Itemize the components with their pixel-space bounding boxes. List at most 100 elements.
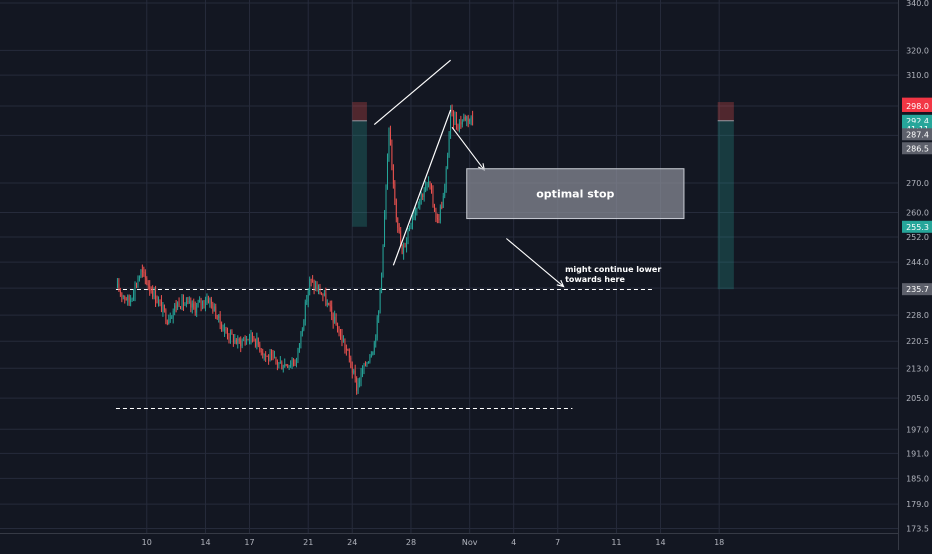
candle-body: [277, 360, 278, 365]
candle-body: [206, 299, 208, 303]
position-tools[interactable]: [352, 102, 734, 290]
candle-body: [243, 340, 245, 342]
candle-body: [329, 305, 331, 307]
candle-body: [178, 302, 180, 307]
candle-body: [164, 305, 165, 310]
candle-body: [210, 299, 212, 304]
price-tick-label: 185.0: [906, 474, 929, 483]
candle-body: [188, 301, 190, 303]
stop-loss-zone[interactable]: [717, 102, 734, 121]
price-axis[interactable]: 173.5 179.0 185.0 191.0 197.0 205.0 213.0 220.5…: [898, 0, 932, 550]
candle-body: [259, 344, 261, 352]
candle-body: [269, 354, 271, 361]
profit-target-zone[interactable]: [352, 120, 367, 227]
candle-body: [310, 278, 312, 281]
candle-body: [390, 131, 391, 146]
annotation-text: might continue lower: [565, 265, 661, 274]
stop-loss-zone[interactable]: [352, 102, 367, 121]
trendline[interactable]: [373, 59, 451, 126]
trendline[interactable]: [392, 109, 452, 266]
candle-body: [401, 244, 403, 254]
candle-body: [279, 362, 281, 364]
price-badge[interactable]: [902, 142, 932, 155]
price-tick-label: 220.5: [906, 337, 929, 346]
candle-body: [234, 339, 236, 343]
profit-target-zone[interactable]: [717, 120, 734, 290]
trendlines[interactable]: [373, 59, 565, 288]
price-badge-label: 287.4: [906, 130, 929, 139]
price-badge-label: 292.4: [906, 117, 929, 126]
arrow[interactable]: [506, 238, 565, 288]
price-badge-label: 235.7: [906, 285, 929, 294]
candle-body: [392, 164, 394, 184]
time-axis-background: [0, 533, 898, 550]
candle-body: [414, 209, 416, 216]
candle-body: [370, 355, 372, 357]
candle-body: [124, 296, 126, 299]
price-badge[interactable]: [902, 283, 932, 296]
candle-body: [445, 168, 447, 190]
candle-body: [454, 117, 456, 123]
candle-body: [215, 306, 217, 318]
candle-body: [457, 125, 459, 130]
candle-body: [331, 306, 333, 314]
candle-body: [174, 305, 176, 311]
candle-body: [409, 226, 410, 231]
candle-body: [322, 294, 324, 296]
candle-body: [332, 313, 334, 323]
price-badge[interactable]: [902, 128, 932, 141]
candle-body: [368, 361, 369, 364]
candle-body: [158, 300, 159, 303]
time-tick-label: 18: [714, 538, 724, 547]
time-axis[interactable]: 10 14 17 21 24 28 Nov 4 7 11 14 18: [0, 533, 898, 550]
candle-body: [436, 217, 438, 220]
candle-body: [224, 328, 225, 331]
price-badge[interactable]: [902, 99, 932, 112]
candle-body: [159, 300, 161, 302]
candle-body: [134, 285, 136, 296]
price-badge-label: 298.0: [906, 102, 929, 111]
callouts[interactable]: optimal stop: [466, 168, 685, 220]
candle-body: [381, 272, 382, 290]
price-badge[interactable]: [902, 220, 932, 233]
candle-body: [309, 278, 311, 292]
candle-body: [227, 331, 228, 337]
candle-body: [146, 278, 148, 285]
candle-body: [447, 155, 449, 169]
price-tick-label: 179.0: [906, 500, 929, 509]
candle-body: [307, 291, 309, 302]
optimal-stop-box[interactable]: [466, 168, 685, 220]
candle-body: [299, 344, 300, 349]
candle-body: [343, 341, 344, 343]
candle-body: [369, 356, 371, 362]
candle-body: [137, 280, 139, 286]
candle-body: [275, 356, 277, 361]
candle-body: [144, 272, 146, 279]
candle-body: [262, 352, 264, 355]
candle-body: [172, 310, 174, 318]
candle-body: [365, 363, 366, 366]
candle-body: [257, 337, 259, 345]
candle-body: [448, 133, 450, 156]
candle-body: [403, 246, 405, 254]
candle-body: [326, 302, 328, 306]
candle-body: [398, 227, 400, 231]
candle-body: [384, 215, 385, 246]
candle-body: [340, 333, 341, 335]
candle-body: [395, 199, 397, 218]
price-tick-label: 205.0: [906, 394, 929, 403]
candle-body: [284, 364, 286, 368]
candle-body: [464, 116, 466, 120]
candle-body: [187, 300, 189, 302]
candle-body: [197, 302, 199, 306]
candle-body: [460, 122, 462, 125]
candle-body: [139, 276, 140, 281]
price-tick-label: 270.0: [906, 179, 929, 188]
candle-body: [117, 283, 118, 289]
candle-body: [400, 230, 402, 245]
candle-body: [181, 297, 183, 308]
horizontal-lines[interactable]: [115, 289, 654, 409]
candle-body: [456, 117, 457, 126]
price-badge-label: 286.5: [906, 144, 929, 153]
